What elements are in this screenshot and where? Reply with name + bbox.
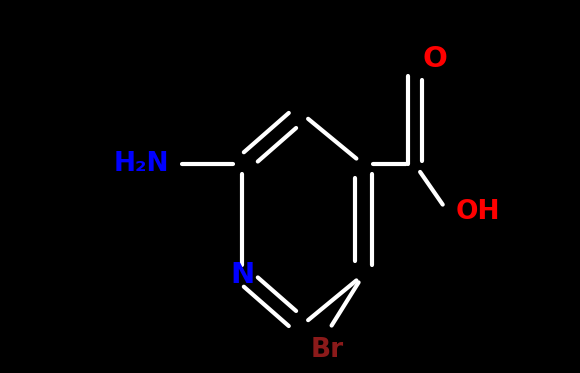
Text: O: O <box>422 44 447 73</box>
Text: Br: Br <box>310 337 343 363</box>
Text: N: N <box>230 261 255 289</box>
Text: OH: OH <box>455 199 500 225</box>
Text: H₂N: H₂N <box>113 151 169 178</box>
